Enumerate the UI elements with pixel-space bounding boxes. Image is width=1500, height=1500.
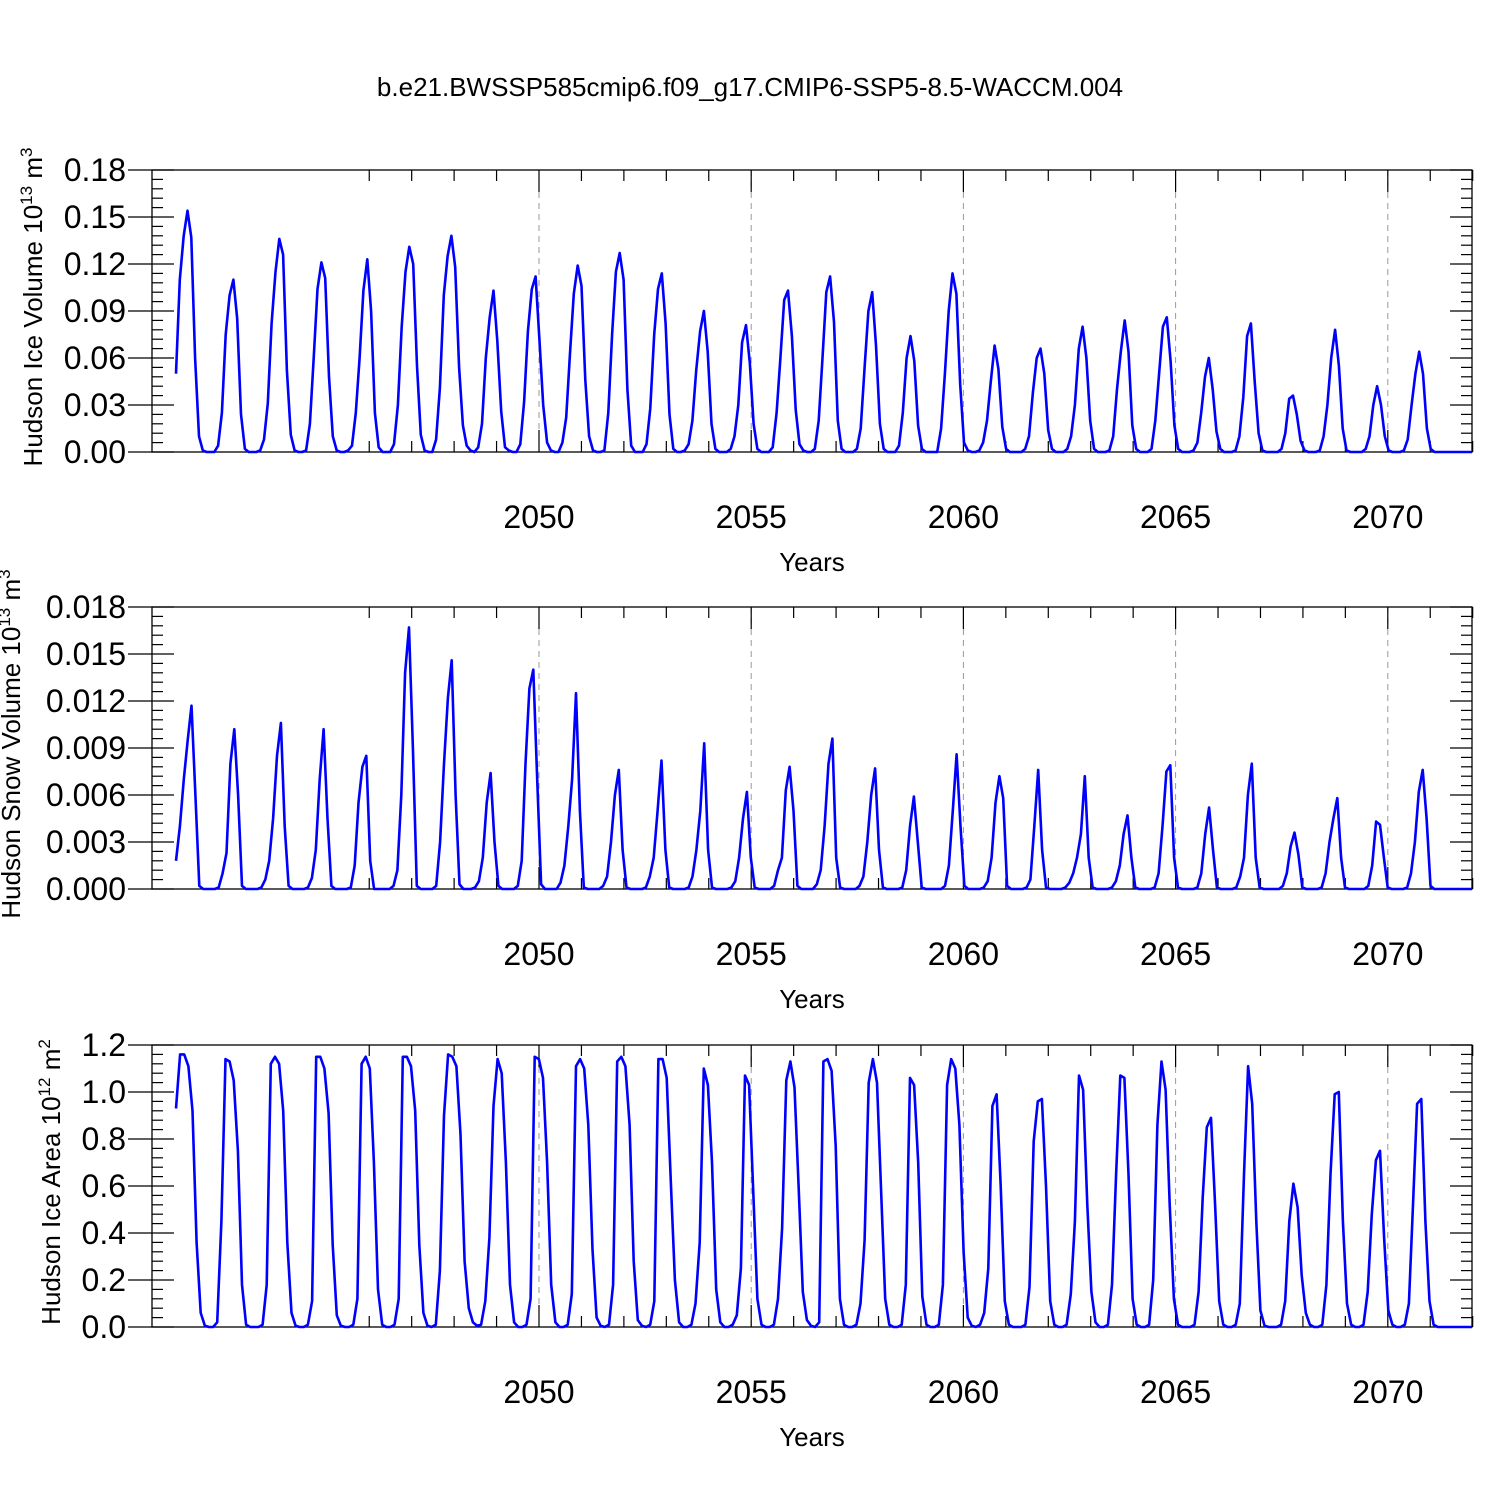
y-axis-label-exp: 13 [0, 608, 14, 627]
y-tick-label: 0.15 [64, 199, 126, 235]
plot-frame [151, 1044, 1473, 1328]
y-axis-label-unit: m [18, 157, 48, 186]
y-tick-label: 0.006 [46, 777, 126, 813]
y-tick-label: 0.0 [82, 1309, 126, 1345]
y-tick-label: 0.00 [64, 434, 126, 470]
panel-2: 2050205520602065207020750.0000.0030.0060… [0, 569, 1474, 1014]
y-tick-label: 0.06 [64, 340, 126, 376]
y-tick-label: 0.12 [64, 246, 126, 282]
panel-1: 2050205520602065207020750.000.030.060.09… [17, 148, 1474, 577]
y-tick-label: 0.03 [64, 387, 126, 423]
y-axis-label-text: Hudson Ice Area 10 [36, 1096, 66, 1324]
y-axis-label-exp: 13 [17, 186, 36, 205]
y-tick-label: 0.000 [46, 871, 126, 907]
x-tick-label: 2055 [716, 499, 787, 535]
y-axis-label-unit: m [0, 579, 26, 608]
y-axis-label-exp: 12 [35, 1078, 54, 1097]
y-tick-label: 0.015 [46, 636, 126, 672]
y-tick-label: 0.6 [82, 1168, 126, 1204]
x-tick-label: 2060 [928, 936, 999, 972]
y-tick-label: 0.003 [46, 824, 126, 860]
x-tick-label: 2060 [928, 1374, 999, 1410]
x-tick-label: 2065 [1140, 936, 1211, 972]
x-tick-label: 2060 [928, 499, 999, 535]
y-tick-label: 0.09 [64, 293, 126, 329]
y-axis-label-text: Hudson Snow Volume 10 [0, 627, 26, 919]
y-tick-label: 0.4 [82, 1215, 126, 1251]
plot-frame [151, 606, 1473, 890]
y-tick-label: 0.012 [46, 683, 126, 719]
y-axis-label: Hudson Ice Volume 1013 m3 [17, 148, 48, 467]
y-axis-label: Hudson Ice Area 1012 m2 [35, 1039, 66, 1325]
x-axis-label: Years [779, 984, 845, 1014]
x-tick-label: 2065 [1140, 499, 1211, 535]
plot-frame [151, 169, 1473, 453]
x-tick-label: 2070 [1352, 936, 1423, 972]
x-tick-label: 2070 [1352, 1374, 1423, 1410]
x-tick-label: 2070 [1352, 499, 1423, 535]
panel-3: 2050205520602065207020750.00.20.40.60.81… [35, 1027, 1474, 1452]
series-line [174, 626, 1472, 891]
x-tick-label: 2055 [716, 936, 787, 972]
series-line [174, 1053, 1472, 1329]
y-tick-label: 0.009 [46, 730, 126, 766]
y-axis-label-unit-exp: 3 [0, 569, 14, 578]
x-tick-label: 2050 [503, 936, 574, 972]
figure-title: b.e21.BWSSP585cmip6.f09_g17.CMIP6-SSP5-8… [377, 72, 1123, 102]
x-tick-label: 2050 [503, 499, 574, 535]
y-axis-label-unit-exp: 3 [17, 148, 36, 157]
y-tick-label: 0.8 [82, 1121, 126, 1157]
y-axis-label: Hudson Snow Volume 1013 m3 [0, 569, 26, 918]
x-tick-label: 2050 [503, 1374, 574, 1410]
y-tick-label: 0.2 [82, 1262, 126, 1298]
y-axis-label-text: Hudson Ice Volume 10 [18, 205, 48, 467]
x-axis-label: Years [779, 1422, 845, 1452]
x-axis-label: Years [779, 547, 845, 577]
y-axis-label-unit-exp: 2 [35, 1039, 54, 1048]
y-tick-label: 1.0 [82, 1074, 126, 1110]
y-tick-label: 0.018 [46, 589, 126, 625]
series-line [174, 209, 1472, 454]
x-tick-label: 2055 [716, 1374, 787, 1410]
y-axis-label-unit: m [36, 1049, 66, 1078]
y-tick-label: 1.2 [82, 1027, 126, 1063]
panels: 2050205520602065207020750.000.030.060.09… [0, 148, 1474, 1452]
x-tick-label: 2065 [1140, 1374, 1211, 1410]
y-tick-label: 0.18 [64, 152, 126, 188]
